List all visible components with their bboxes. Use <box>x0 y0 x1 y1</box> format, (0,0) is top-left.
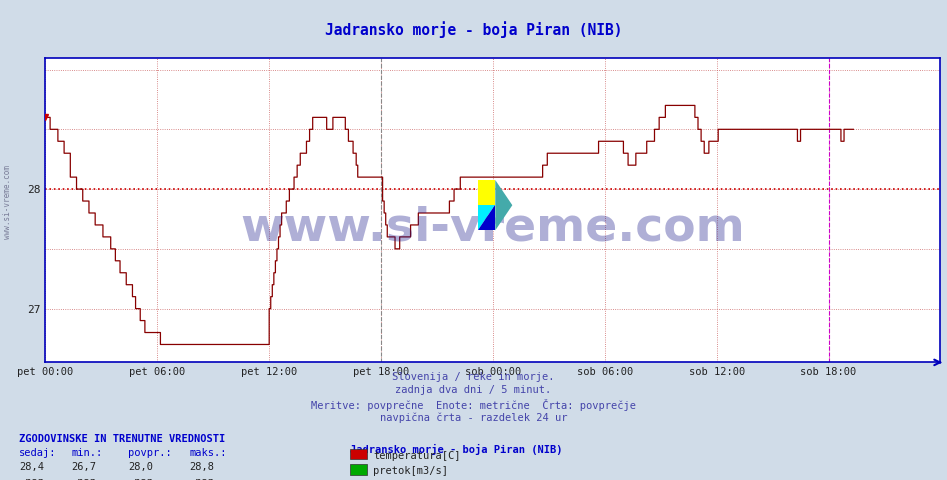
Text: www.si-vreme.com: www.si-vreme.com <box>241 206 745 251</box>
Text: ZGODOVINSKE IN TRENUTNE VREDNOSTI: ZGODOVINSKE IN TRENUTNE VREDNOSTI <box>19 434 225 444</box>
Text: min.:: min.: <box>71 448 102 458</box>
Text: Meritve: povprečne  Enote: metrične  Črta: povprečje: Meritve: povprečne Enote: metrične Črta:… <box>311 399 636 411</box>
Text: Jadransko morje - boja Piran (NIB): Jadransko morje - boja Piran (NIB) <box>325 22 622 38</box>
Text: 28,8: 28,8 <box>189 462 214 472</box>
Text: maks.:: maks.: <box>189 448 227 458</box>
Text: povpr.:: povpr.: <box>128 448 171 458</box>
Text: www.si-vreme.com: www.si-vreme.com <box>3 165 12 239</box>
Text: temperatura[C]: temperatura[C] <box>373 451 460 461</box>
Text: -nan: -nan <box>71 477 96 480</box>
Text: 26,7: 26,7 <box>71 462 96 472</box>
Text: navpična črta - razdelek 24 ur: navpična črta - razdelek 24 ur <box>380 412 567 423</box>
Text: -nan: -nan <box>19 477 44 480</box>
Text: -nan: -nan <box>189 477 214 480</box>
Text: sedaj:: sedaj: <box>19 448 57 458</box>
Text: Jadransko morje - boja Piran (NIB): Jadransko morje - boja Piran (NIB) <box>350 444 563 455</box>
Text: 28,0: 28,0 <box>128 462 152 472</box>
Text: Slovenija / reke in morje.: Slovenija / reke in morje. <box>392 372 555 382</box>
Text: 28,4: 28,4 <box>19 462 44 472</box>
Text: pretok[m3/s]: pretok[m3/s] <box>373 466 448 476</box>
Text: zadnja dva dni / 5 minut.: zadnja dva dni / 5 minut. <box>396 385 551 396</box>
Text: -nan: -nan <box>128 477 152 480</box>
